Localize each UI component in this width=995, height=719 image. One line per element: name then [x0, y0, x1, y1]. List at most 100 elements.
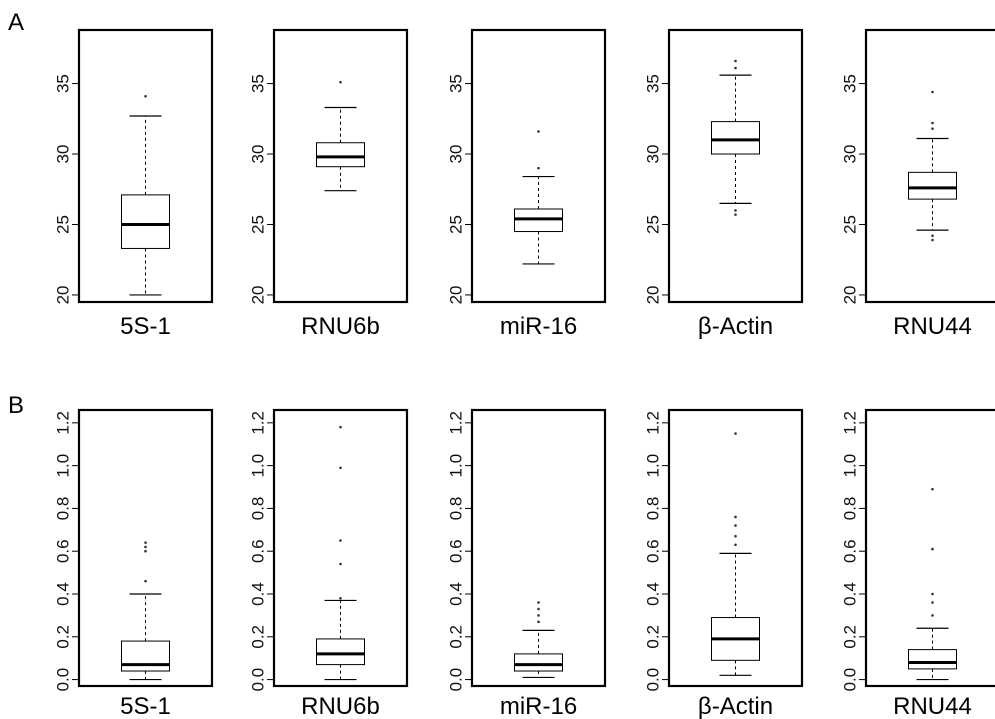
y-tick-label: 0.6 [447, 539, 466, 563]
boxplot-panel: 0.0 0.2 0.4 0.6 0.8 1.0 1.2 RNU44 [841, 408, 995, 719]
plot-frame [864, 408, 995, 688]
panel-label: A [8, 9, 24, 36]
outlier-point [734, 213, 737, 216]
outlier-point [931, 127, 934, 130]
y-tick-label: 0.8 [447, 497, 466, 521]
y-tick-label: 0.8 [841, 497, 860, 521]
y-tick-label: 0.2 [644, 625, 663, 649]
outlier-point [931, 121, 934, 125]
box-iqr [514, 653, 563, 672]
boxplot-panel: 0.0 0.2 0.4 0.6 0.8 1.0 1.2 β-Actin [644, 408, 804, 719]
y-tick-label: 1.2 [447, 411, 466, 435]
outlier-point [339, 425, 342, 429]
outlier-point [339, 80, 342, 84]
y-tick-label: 0.0 [644, 668, 663, 692]
y-tick-label: 30 [447, 145, 466, 164]
box-iqr [908, 171, 957, 200]
y-tick-label: 1.0 [644, 454, 663, 478]
plot-frame [667, 28, 804, 304]
category-label: miR-16 [500, 313, 577, 340]
outlier-point [537, 614, 540, 617]
box-iqr [121, 194, 170, 249]
plot-frame [470, 408, 607, 688]
outlier-point [734, 524, 737, 527]
y-tick-label: 0.8 [54, 497, 73, 521]
outlier-point [931, 487, 934, 491]
y-tick-label: 1.2 [644, 411, 663, 435]
y-tick-label: 25 [54, 215, 73, 234]
panel-row-B: B 0.0 0.2 0.4 0.6 0.8 1.0 1.2 5S-1 0.0 0.2 0.4 0.6 0.… [8, 392, 995, 719]
outlier-point [931, 614, 934, 617]
y-tick-label: 0.0 [447, 668, 466, 692]
y-tick-label: 1.0 [249, 454, 268, 478]
outlier-point [931, 238, 934, 242]
boxplot-panel: 0.0 0.2 0.4 0.6 0.8 1.0 1.2 RNU6b [249, 408, 409, 719]
plot-frame [77, 28, 214, 304]
outlier-point [734, 209, 737, 212]
panel-label: B [8, 392, 24, 419]
outlier-point [734, 59, 737, 63]
y-tick-label: 0.0 [841, 668, 860, 692]
y-tick-label: 35 [644, 74, 663, 93]
category-label: β-Actin [698, 313, 773, 340]
y-tick-label: 20 [54, 285, 73, 304]
y-tick-label: 0.2 [841, 625, 860, 649]
outlier-point [931, 592, 934, 596]
plot-frame [77, 408, 214, 688]
boxplot-panel: 0.0 0.2 0.4 0.6 0.8 1.0 1.2 5S-1 [54, 408, 214, 719]
y-tick-label: 1.0 [841, 454, 860, 478]
boxplot-panel: 20 25 30 35 miR-16 [447, 28, 607, 340]
y-tick-label: 0.4 [54, 582, 73, 606]
outlier-point [931, 601, 934, 604]
y-tick-label: 0.2 [447, 625, 466, 649]
y-tick-label: 0.4 [841, 582, 860, 606]
y-tick-label: 25 [841, 215, 860, 234]
outlier-point [537, 620, 540, 624]
outlier-point [734, 66, 737, 70]
y-tick-label: 0.4 [447, 582, 466, 606]
outlier-point [537, 130, 540, 133]
outlier-point [144, 94, 147, 98]
outlier-point [144, 541, 147, 544]
plot-frame [470, 28, 607, 304]
y-tick-label: 25 [644, 215, 663, 234]
category-label: RNU44 [893, 313, 972, 340]
y-tick-label: 0.6 [54, 539, 73, 563]
category-label: 5S-1 [120, 693, 171, 719]
boxplot-panel: 20 25 30 35 5S-1 [54, 28, 214, 340]
y-tick-label: 35 [447, 74, 466, 93]
y-tick-label: 20 [644, 285, 663, 304]
y-tick-label: 0.6 [249, 539, 268, 563]
y-tick-label: 1.0 [447, 454, 466, 478]
plot-frame [864, 28, 995, 304]
outlier-point [734, 543, 737, 547]
y-tick-label: 20 [249, 285, 268, 304]
y-tick-label: 0.8 [644, 497, 663, 521]
box-iqr [316, 142, 365, 168]
box-iqr [121, 640, 170, 672]
y-tick-label: 35 [54, 74, 73, 93]
y-tick-label: 0.4 [249, 582, 268, 606]
outlier-point [931, 234, 934, 238]
outlier-point [734, 534, 737, 538]
outlier-point [339, 596, 342, 600]
boxplot-panel: 20 25 30 35 β-Actin [644, 28, 804, 340]
y-tick-label: 35 [841, 74, 860, 93]
outlier-point [339, 466, 342, 470]
outlier-point [144, 579, 147, 583]
y-tick-label: 0.2 [249, 625, 268, 649]
box-iqr [908, 649, 957, 670]
y-tick-label: 25 [447, 215, 466, 234]
y-tick-label: 1.2 [54, 411, 73, 435]
category-label: miR-16 [500, 693, 577, 719]
y-tick-label: 1.2 [249, 411, 268, 435]
category-label: RNU6b [301, 313, 380, 340]
y-tick-label: 30 [54, 145, 73, 164]
category-label: β-Actin [698, 693, 773, 719]
outlier-point [537, 601, 540, 604]
plot-frame [667, 408, 804, 688]
category-label: RNU44 [893, 693, 972, 719]
y-tick-label: 0.4 [644, 582, 663, 606]
y-tick-label: 30 [841, 145, 860, 164]
